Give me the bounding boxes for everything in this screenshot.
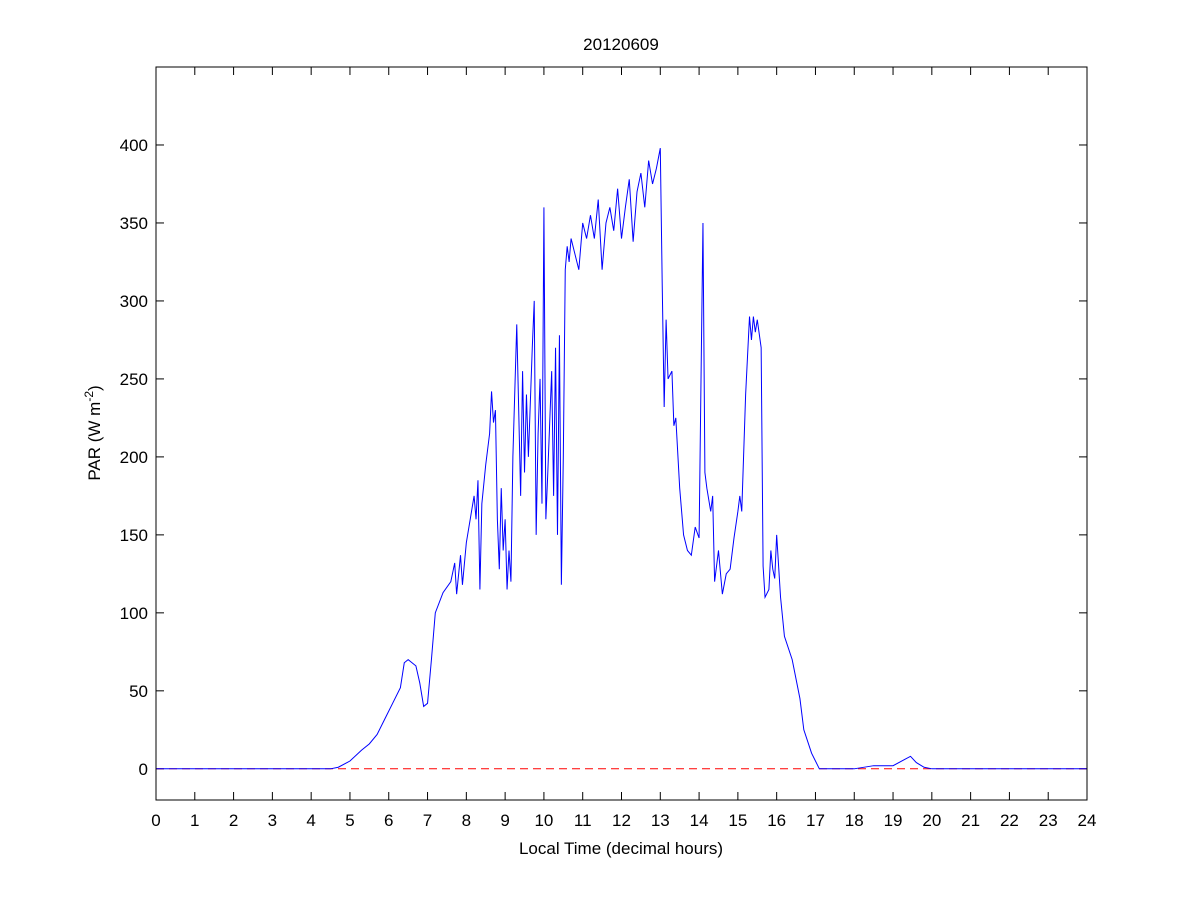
y-tick-label: 300: [120, 292, 148, 311]
x-tick-label: 2: [229, 811, 238, 830]
x-tick-label: 3: [268, 811, 277, 830]
x-tick-label: 22: [1000, 811, 1019, 830]
y-axis-label-superscript: -2: [82, 391, 96, 402]
x-tick-label: 9: [500, 811, 509, 830]
y-tick-label: 350: [120, 214, 148, 233]
x-tick-label: 15: [728, 811, 747, 830]
x-tick-label: 13: [651, 811, 670, 830]
x-tick-label: 21: [961, 811, 980, 830]
x-tick-label: 1: [190, 811, 199, 830]
y-tick-label: 150: [120, 526, 148, 545]
x-tick-label: 12: [612, 811, 631, 830]
x-tick-label: 4: [306, 811, 315, 830]
x-tick-label: 11: [574, 811, 592, 830]
x-tick-label: 18: [845, 811, 864, 830]
y-tick-label: 100: [120, 604, 148, 623]
chart-title: 20120609: [583, 35, 659, 54]
data-line: [156, 148, 1087, 770]
y-tick-label: 200: [120, 448, 148, 467]
x-tick-label: 8: [462, 811, 471, 830]
x-tick-label: 6: [384, 811, 393, 830]
x-tick-label: 14: [690, 811, 709, 830]
plot-frame: [155, 66, 1088, 801]
x-tick-label: 7: [423, 811, 432, 830]
y-tick-label: 250: [120, 370, 148, 389]
y-axis-label: PAR (W m-2): [82, 385, 104, 480]
x-tick-label: 20: [922, 811, 941, 830]
x-tick-label: 24: [1078, 811, 1097, 830]
x-tick-label: 19: [884, 811, 903, 830]
x-tick-label: 16: [767, 811, 786, 830]
y-axis-label-text: PAR (W m: [85, 402, 104, 481]
x-tick-label: 23: [1039, 811, 1058, 830]
x-axis-label: Local Time (decimal hours): [519, 839, 723, 858]
x-tick-label: 0: [151, 811, 160, 830]
x-tick-label: 17: [806, 811, 825, 830]
x-tick-label: 5: [345, 811, 354, 830]
y-tick-label: 400: [120, 136, 148, 155]
y-tick-label: 50: [129, 682, 148, 701]
x-tick-label: 10: [534, 811, 553, 830]
y-tick-label: 0: [139, 760, 148, 779]
y-axis-label-suffix: ): [85, 385, 104, 391]
